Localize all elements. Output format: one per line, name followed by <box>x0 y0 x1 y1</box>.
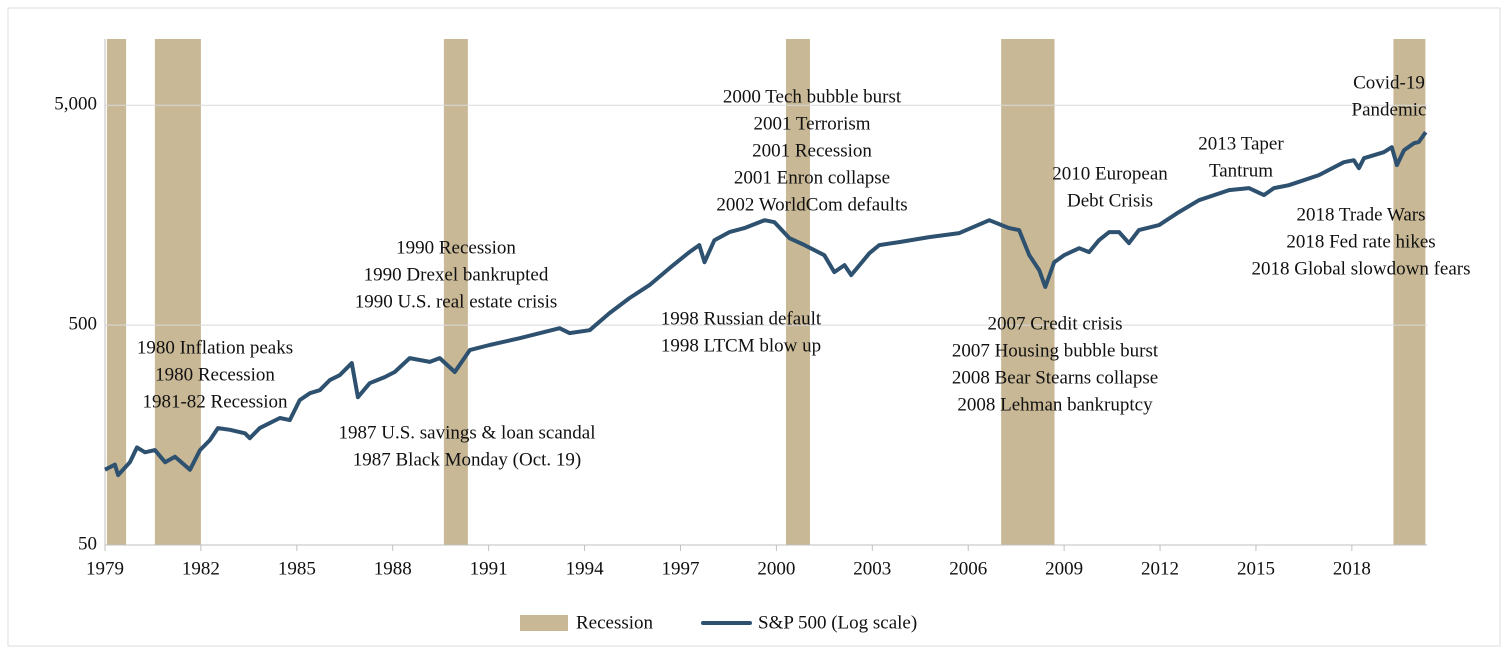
x-tick-label: 1988 <box>374 558 412 579</box>
annotation: 1998 LTCM blow up <box>661 335 821 356</box>
recession-band <box>106 39 127 545</box>
y-tick-label: 500 <box>69 313 98 334</box>
annotation: 1980 Recession <box>155 364 275 385</box>
annotation: 1990 Drexel bankrupted <box>364 264 549 285</box>
x-tick-label: 2006 <box>949 558 987 579</box>
annotation: 2013 Taper <box>1198 133 1284 154</box>
recession-band <box>1001 39 1055 545</box>
x-tick-label: 1985 <box>278 558 316 579</box>
legend-label: S&P 500 (Log scale) <box>758 612 917 633</box>
annotation: 2007 Credit crisis <box>987 313 1122 334</box>
annotation: 2001 Terrorism <box>753 113 870 134</box>
x-tick-label: 1994 <box>566 558 605 579</box>
annotation: 2008 Lehman bankruptcy <box>957 394 1153 415</box>
x-tick-label: 2012 <box>1141 558 1179 579</box>
annotation: 2007 Housing bubble burst <box>952 340 1159 361</box>
recession-band <box>443 39 468 545</box>
x-tick-label: 1991 <box>470 558 508 579</box>
chart-border <box>7 7 1501 647</box>
annotation: 1990 Recession <box>396 237 516 258</box>
annotation: Tantrum <box>1209 160 1273 181</box>
annotation: 2018 Global slowdown fears <box>1252 258 1471 279</box>
x-tick-label: 2018 <box>1333 558 1371 579</box>
x-tick-label: 2009 <box>1045 558 1083 579</box>
annotation: 1998 Russian default <box>661 308 822 329</box>
annotation: 2018 Trade Wars <box>1296 204 1425 225</box>
annotation: 1987 Black Monday (Oct. 19) <box>353 449 581 470</box>
legend-swatch <box>520 615 568 631</box>
legend-label: Recession <box>576 612 654 633</box>
x-tick-label: 2000 <box>757 558 795 579</box>
annotation: 2002 WorldCom defaults <box>716 194 907 215</box>
recession-band <box>1393 39 1426 545</box>
x-tick-label: 1979 <box>86 558 124 579</box>
annotation: 1980 Inflation peaks <box>137 337 293 358</box>
x-tick-label: 1997 <box>661 558 699 579</box>
annotation: 1990 U.S. real estate crisis <box>355 291 558 312</box>
x-tick-label: 2003 <box>853 558 891 579</box>
annotation: 1981-82 Recession <box>142 391 288 412</box>
annotation: Covid-19 <box>1353 72 1425 93</box>
annotation: 2001 Enron collapse <box>734 167 890 188</box>
annotation: Pandemic <box>1352 99 1427 120</box>
annotation: 2010 European <box>1052 163 1168 184</box>
recession-band <box>785 39 810 545</box>
annotation: 2000 Tech bubble burst <box>723 86 902 107</box>
annotation: 2001 Recession <box>752 140 872 161</box>
annotation: 2008 Bear Stearns collapse <box>952 367 1158 388</box>
y-tick-label: 5,000 <box>54 94 97 115</box>
annotation: 2018 Fed rate hikes <box>1286 231 1435 252</box>
x-tick-label: 1982 <box>182 558 220 579</box>
recession-band <box>154 39 201 545</box>
y-tick-label: 50 <box>78 533 97 554</box>
x-tick-label: 2015 <box>1237 558 1275 579</box>
annotation: 1987 U.S. savings & loan scandal <box>338 422 595 443</box>
annotation: Debt Crisis <box>1067 190 1153 211</box>
price-line <box>104 131 1428 478</box>
